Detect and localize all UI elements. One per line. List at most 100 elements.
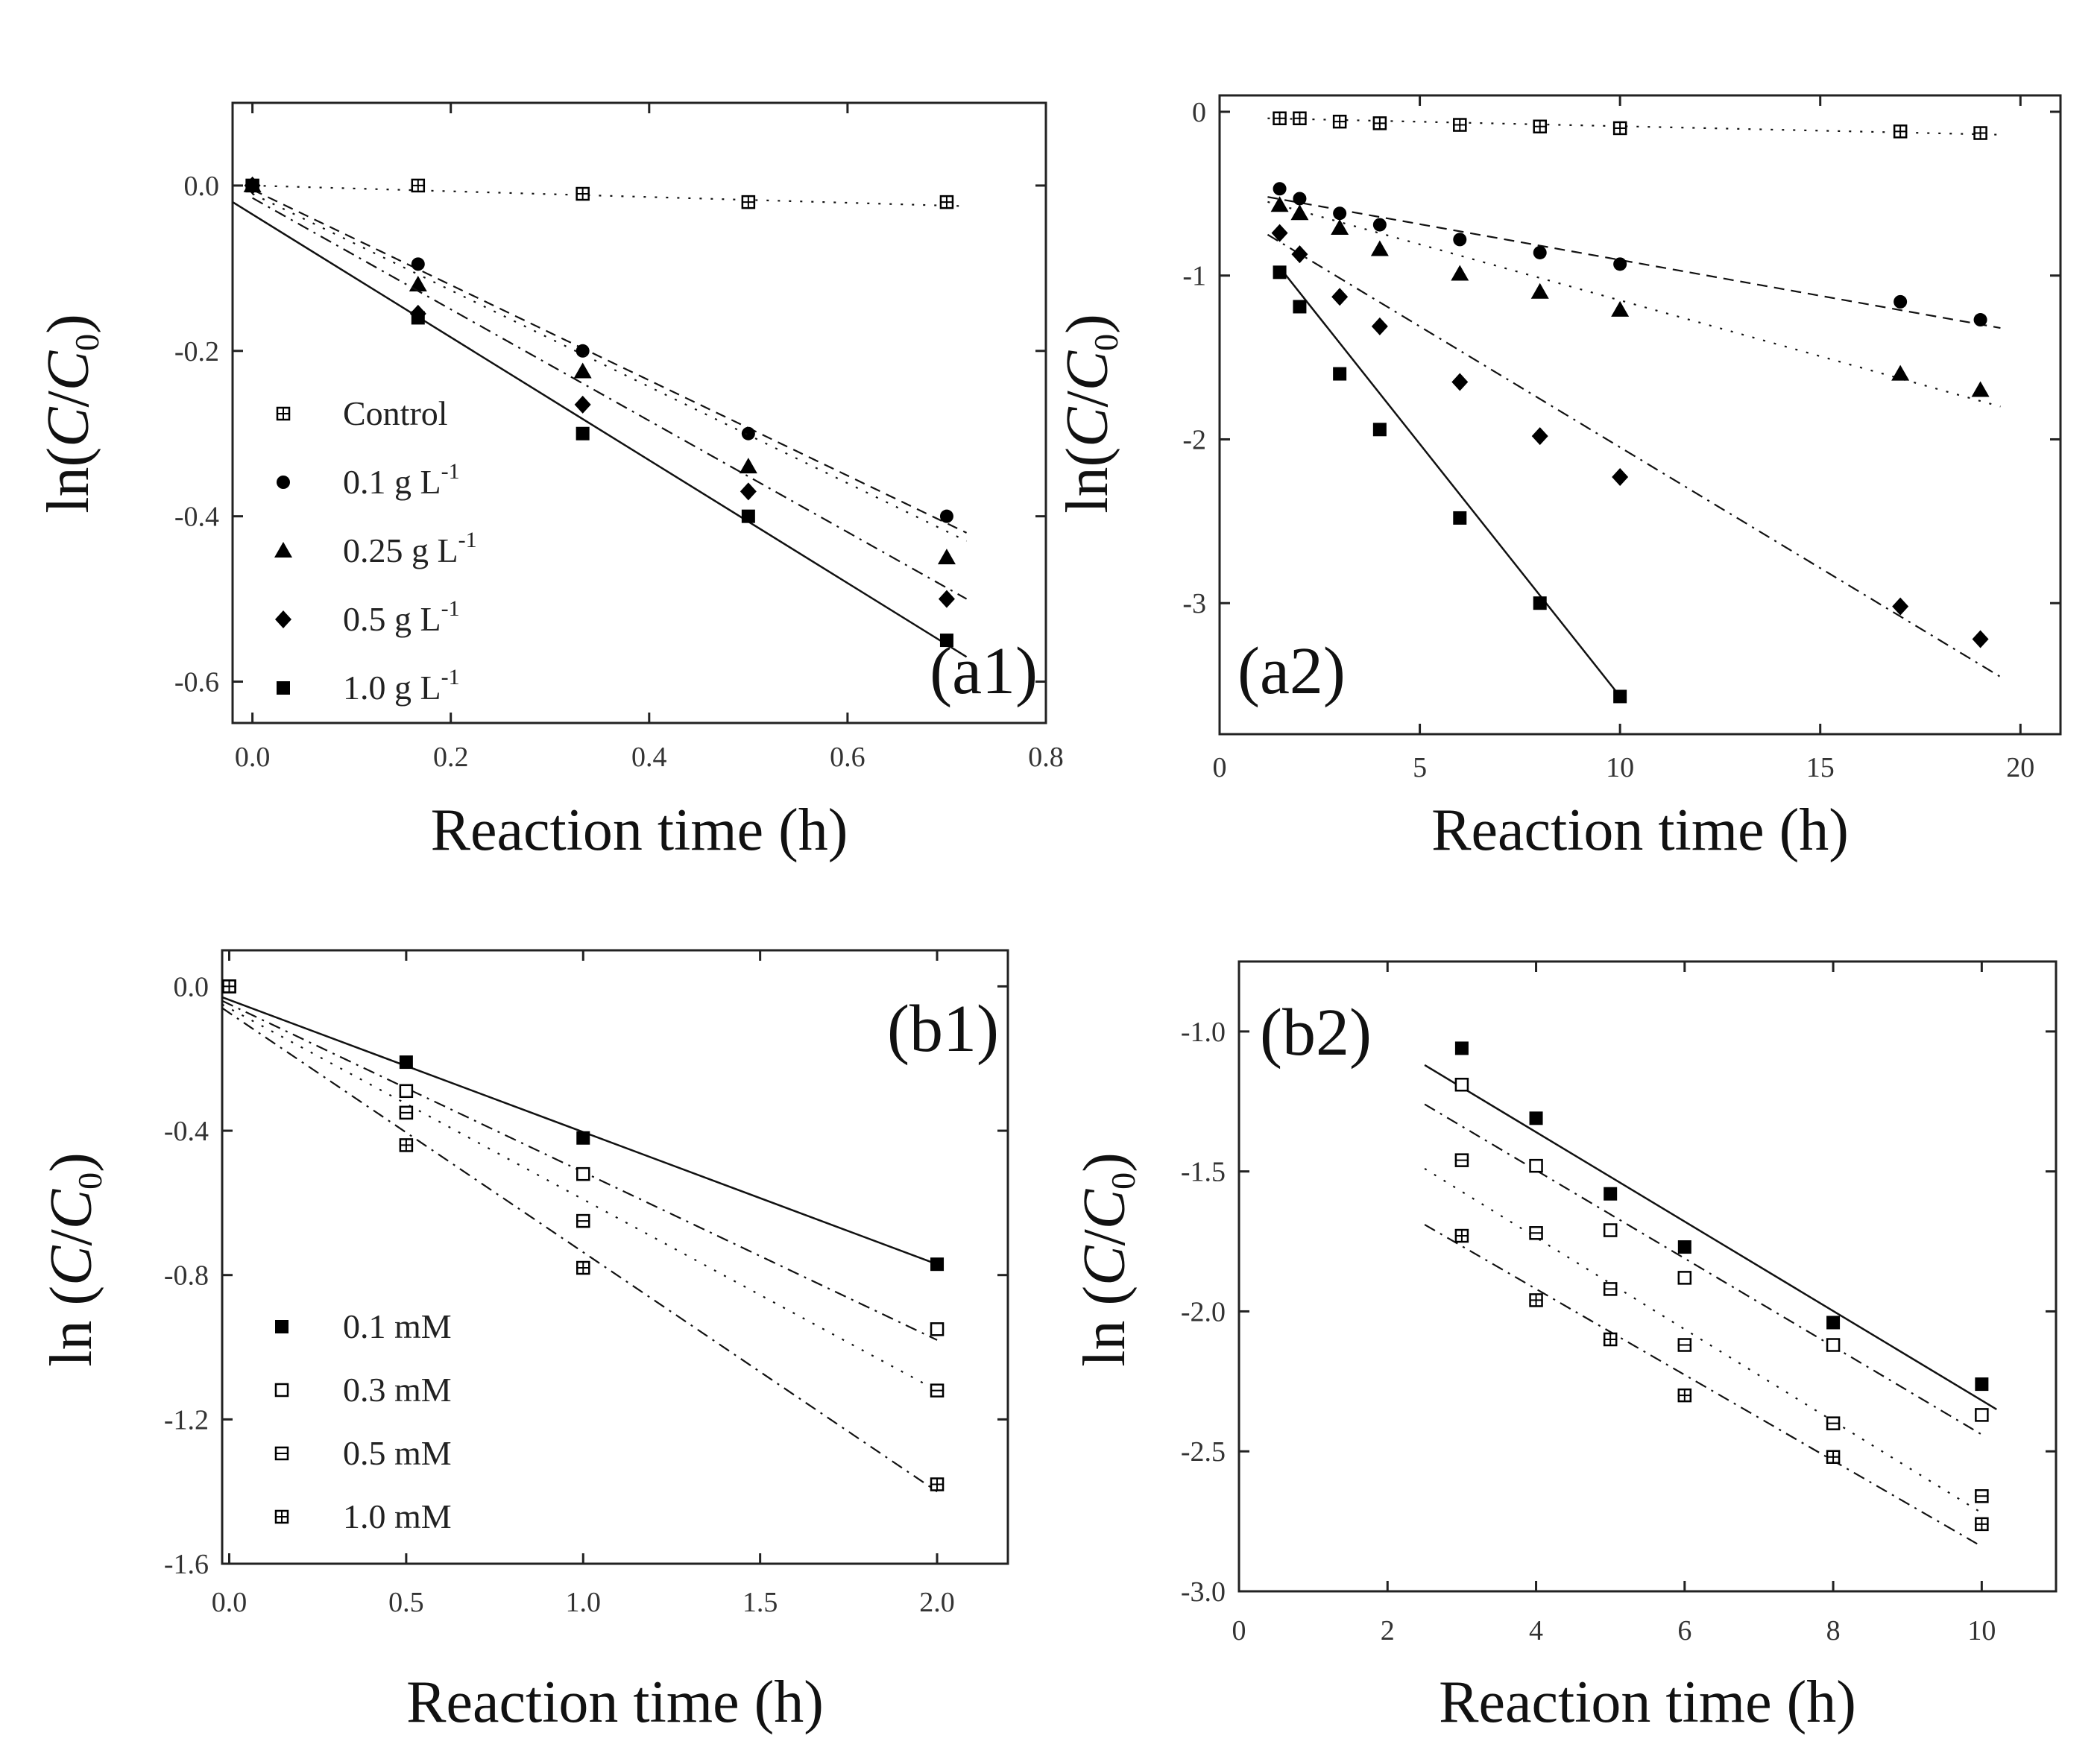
data-point: [411, 257, 425, 271]
series-0.5-g-L-1: [1267, 224, 2001, 678]
legend-label-main: 0.1 g L: [343, 463, 441, 501]
y-axis-title-part-5: ): [1055, 314, 1120, 334]
data-point: [1826, 1338, 1841, 1352]
data-point: [741, 195, 756, 209]
data-point: [399, 1055, 413, 1070]
y-axis-title-part-1: C: [1055, 406, 1120, 447]
legend-marker: [274, 542, 292, 558]
data-point: [1612, 121, 1627, 136]
data-point: [937, 549, 956, 565]
y-tick-label: -1.6: [164, 1549, 209, 1580]
fit-line: [1424, 1224, 1982, 1547]
y-tick-label: -1: [1182, 261, 1206, 292]
y-axis-title-part-4: 0: [68, 334, 106, 351]
legend-label-main: Control: [343, 394, 448, 432]
x-tick-label: 6: [1677, 1615, 1691, 1646]
series-1.0-g-L-1: [232, 178, 968, 658]
panel-b1: 0.0 0.5 1.0 1.5 2.0 0.0 -0.4 -0.8 -1.2 -1.6 Reacti…: [39, 949, 1009, 1735]
y-axis-title-part-5: ): [36, 314, 101, 334]
data-point-box: [1826, 1338, 1841, 1352]
y-tick-label: -0.8: [164, 1260, 209, 1292]
series-1.0-g-L-1: [1273, 265, 1627, 704]
y-tick-label: 0: [1192, 97, 1206, 128]
panel-b2: 0 2 4 6 8 10 -1.0 -1.5 -2.0 -2.5 -3.0 Reaction time…: [1072, 960, 2058, 1735]
data-point: [399, 1105, 414, 1120]
fit-line: [252, 197, 968, 600]
legend-label-main: 0.1 mM: [343, 1307, 452, 1345]
x-tick-label: 0.0: [235, 742, 271, 773]
y-axis-title-part-0: ln(: [36, 447, 101, 514]
data-point: [740, 482, 757, 501]
data-point: [741, 426, 755, 440]
series-1.0-mM: [1424, 1224, 1989, 1547]
data-point: [1677, 1388, 1692, 1403]
fit-line: [1424, 1103, 1982, 1436]
data-point: [574, 395, 591, 414]
y-axis-title-part-0: ln(: [1055, 447, 1120, 514]
data-point-box: [1975, 1408, 1989, 1422]
data-point-box: [1529, 1158, 1543, 1173]
legend-label-sup: -1: [458, 528, 477, 552]
x-axis-title: Reaction time (h): [431, 798, 848, 863]
legend-label: 0.1 mM: [343, 1307, 452, 1345]
legend-marker-box: [274, 1383, 289, 1398]
plot-frame: [1237, 960, 2058, 1593]
data-point: [1529, 1293, 1543, 1307]
legend-marker: [274, 1446, 289, 1461]
x-tick-label: 10: [1967, 1615, 1996, 1646]
panel-a1: 0.0 0.2 0.4 0.6 0.8 0.0 -0.2 -0.4 -0.6 Reaction t…: [36, 101, 1064, 863]
data-point: [1677, 1338, 1692, 1352]
data-point: [576, 344, 590, 358]
data-point-box: [1454, 1077, 1469, 1092]
legend-label: 0.1 g L-1: [343, 459, 460, 501]
y-axis-title-part-4: 0: [1104, 1172, 1142, 1190]
x-tick-label: 1.5: [742, 1587, 778, 1618]
legend-marker: [277, 476, 290, 489]
y-axis-title-part-2: /: [1055, 391, 1120, 408]
y-axis-title-part-1: C: [36, 406, 101, 447]
data-point: [1603, 1332, 1618, 1347]
data-point: [1826, 1416, 1841, 1430]
data-point: [1893, 124, 1908, 139]
series-0.3-mM: [221, 979, 945, 1341]
data-point: [1611, 300, 1630, 317]
data-point: [1271, 224, 1288, 242]
legend-label-sup: -1: [441, 596, 460, 621]
data-point: [1973, 313, 1987, 327]
data-point: [1453, 233, 1467, 247]
series-0.25-g-L-1: [243, 176, 968, 565]
data-point: [1529, 1158, 1543, 1173]
y-axis-title-part-0: ln (: [1072, 1286, 1138, 1367]
data-point: [576, 1260, 590, 1275]
legend-label-main: 0.5 mM: [343, 1434, 452, 1472]
data-point: [1975, 1377, 1989, 1392]
data-point: [1975, 1408, 1989, 1422]
y-axis-title-part-1: C: [1072, 1245, 1138, 1286]
data-point: [1270, 196, 1289, 212]
x-tick-label: 0.8: [1028, 742, 1064, 773]
data-point: [1530, 282, 1549, 299]
data-point-box: [576, 1166, 590, 1181]
legend-label: 0.3 mM: [343, 1371, 452, 1409]
fit-line: [221, 1007, 938, 1493]
legend-label: 1.0 mM: [343, 1497, 452, 1535]
y-tick-label: -1.2: [164, 1404, 209, 1436]
series-0.1-mM: [1424, 1041, 1997, 1410]
data-point: [930, 1383, 945, 1398]
data-point: [399, 1138, 414, 1152]
data-point: [1891, 364, 1910, 381]
data-point: [1331, 218, 1349, 235]
y-axis-title-part-2: /: [39, 1229, 104, 1246]
y-axis-title-part-0: ln (: [39, 1286, 104, 1367]
data-point: [1826, 1316, 1841, 1330]
data-point: [1451, 265, 1469, 281]
fit-line: [252, 189, 968, 534]
y-axis-title-part-5: ): [1072, 1152, 1138, 1172]
x-tick-label: 20: [2006, 752, 2034, 783]
data-point: [1529, 1226, 1543, 1240]
plot-frame: [231, 101, 1047, 724]
plot-frame: [1218, 94, 2062, 736]
legend-label-main: 0.5 g L: [343, 600, 441, 638]
